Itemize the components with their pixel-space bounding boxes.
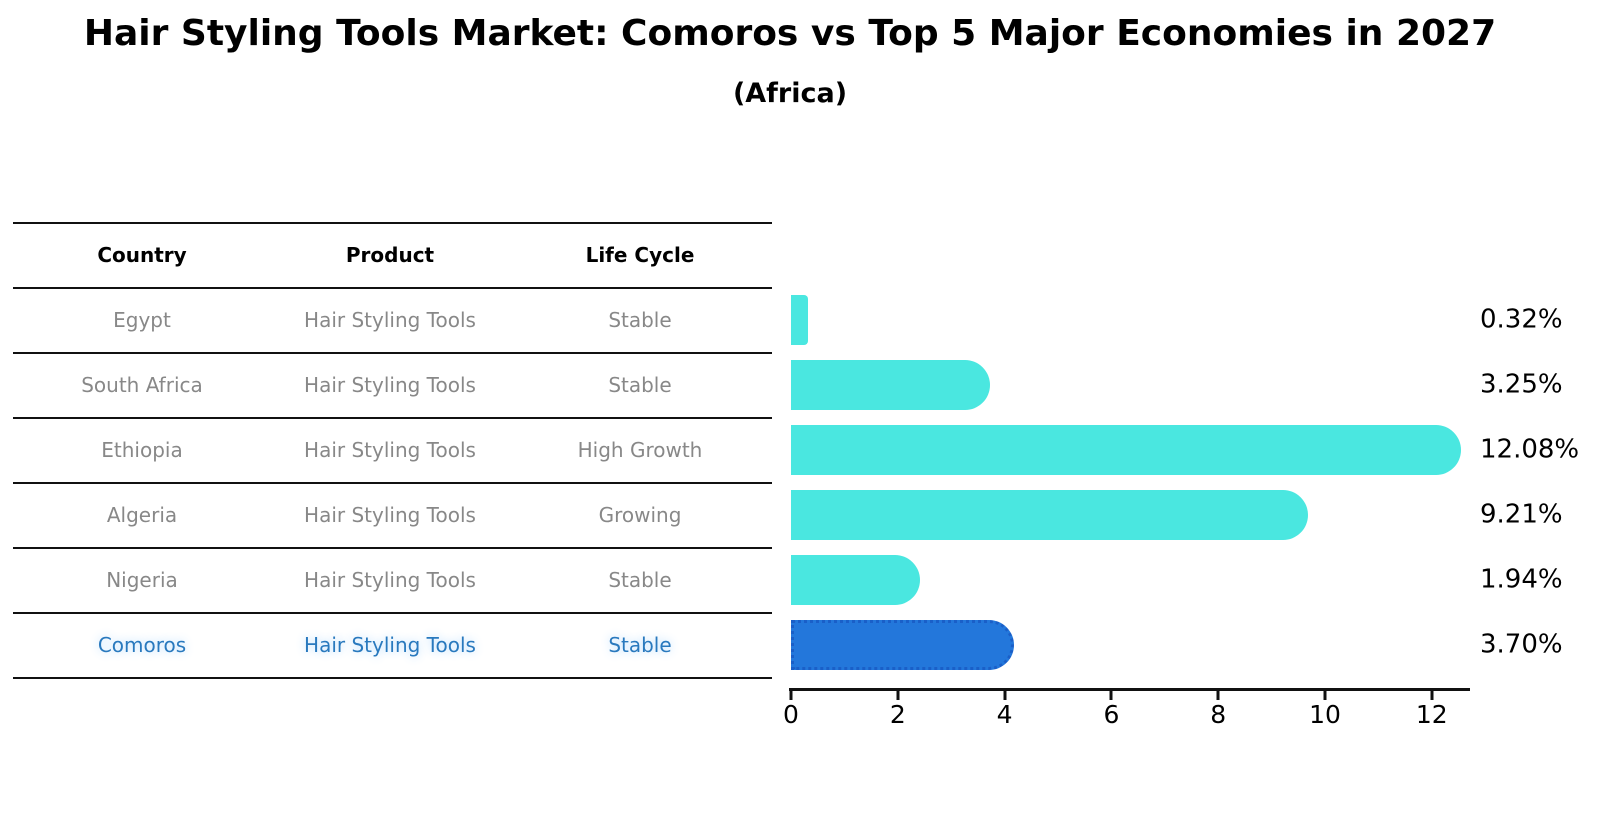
- column-header: Product: [345, 242, 435, 267]
- bar-south-africa: [791, 360, 990, 410]
- table-cell-product: Hair Styling Tools: [304, 437, 476, 462]
- bar-value-label: 9.21%: [1480, 499, 1563, 530]
- table-cell-country: Nigeria: [106, 567, 178, 592]
- table-cell-life_cycle: Stable: [608, 307, 672, 332]
- table-cell-country: Egypt: [113, 307, 171, 332]
- table-rule: [13, 287, 772, 289]
- x-axis-line: [789, 688, 1470, 691]
- x-axis-tick: [789, 691, 793, 700]
- x-axis-tick: [896, 691, 900, 700]
- column-header: Country: [97, 242, 187, 267]
- bar-egypt: [791, 295, 809, 345]
- table-rule: [13, 352, 772, 354]
- bar-value-label: 12.08%: [1480, 434, 1580, 465]
- table-cell-product: Hair Styling Tools: [304, 307, 476, 332]
- x-axis-tick-label: 4: [996, 700, 1013, 729]
- table-rule: [13, 417, 772, 419]
- x-axis-tick: [1323, 691, 1327, 700]
- bar-comoros: [791, 620, 1014, 670]
- x-axis-tick-label: 12: [1415, 700, 1448, 729]
- x-axis-tick: [1109, 691, 1113, 700]
- table-cell-product: Hair Styling Tools: [304, 372, 476, 397]
- x-axis-tick-label: 0: [783, 700, 799, 729]
- bar-value-label: 0.32%: [1480, 304, 1563, 335]
- bar-value-label: 1.94%: [1480, 564, 1563, 595]
- table-rule: [13, 222, 772, 224]
- table-rule: [13, 547, 772, 549]
- table-cell-country: Ethiopia: [101, 437, 183, 462]
- table-rule: [13, 612, 772, 614]
- table-cell-life_cycle: Stable: [608, 632, 672, 657]
- table-cell-life_cycle: Growing: [598, 502, 682, 527]
- table-cell-country: Algeria: [106, 502, 178, 527]
- x-axis-tick-label: 8: [1210, 700, 1227, 729]
- table-cell-life_cycle: Stable: [608, 567, 672, 592]
- x-axis-tick-label: 10: [1309, 700, 1341, 729]
- table-rule: [13, 482, 772, 484]
- bar-nigeria: [791, 555, 920, 605]
- table-cell-product: Hair Styling Tools: [304, 567, 476, 592]
- table-cell-life_cycle: High Growth: [577, 437, 703, 462]
- bar-algeria: [791, 490, 1308, 540]
- table-cell-country: South Africa: [81, 372, 203, 397]
- column-header: Life Cycle: [585, 242, 695, 267]
- bar-value-label: 3.70%: [1480, 629, 1563, 660]
- table-cell-product: Hair Styling Tools: [304, 502, 476, 527]
- x-axis-tick: [1216, 691, 1220, 700]
- x-axis-tick-label: 6: [1103, 700, 1120, 729]
- x-axis-tick: [1003, 691, 1007, 700]
- table-cell-country: Comoros: [97, 632, 187, 657]
- chart-title: Hair Styling Tools Market: Comoros vs To…: [83, 13, 1497, 54]
- x-axis-tick-label: 2: [889, 700, 906, 729]
- table-cell-life_cycle: Stable: [608, 372, 672, 397]
- chart-subtitle: (Africa): [732, 78, 848, 109]
- table-cell-product: Hair Styling Tools: [304, 632, 476, 657]
- x-axis-tick: [1430, 691, 1434, 700]
- bar-value-label: 3.25%: [1480, 369, 1563, 400]
- bar-ethiopia: [791, 425, 1462, 475]
- table-rule: [13, 677, 772, 679]
